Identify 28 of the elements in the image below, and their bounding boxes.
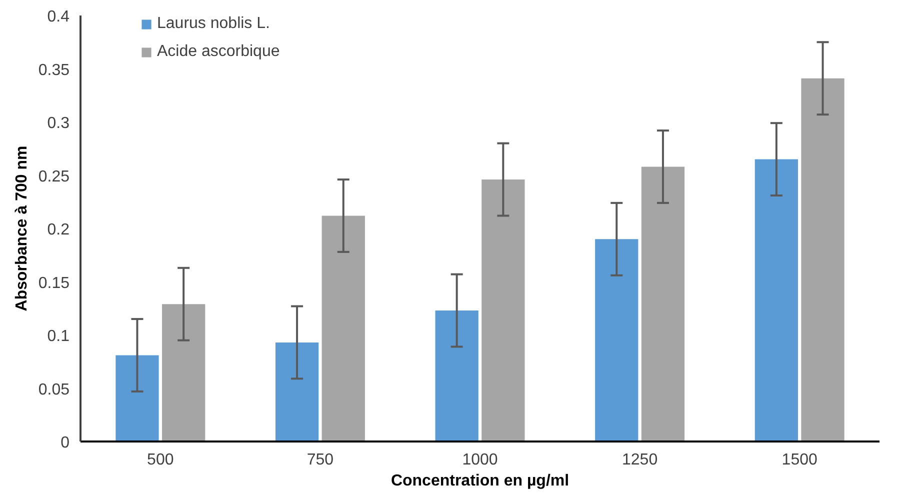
- bar: [595, 239, 638, 442]
- y-tick-label: 0.1: [47, 328, 70, 345]
- bar: [322, 216, 365, 442]
- y-tick-label: 0.4: [47, 8, 70, 26]
- y-tick-label: 0.3: [47, 115, 70, 132]
- bar: [482, 180, 525, 442]
- y-tick-label: 0.25: [38, 168, 70, 186]
- bar: [435, 310, 478, 442]
- legend-label: Acide ascorbique: [157, 43, 280, 61]
- x-tick-label: 1250: [622, 452, 658, 468]
- y-tick-label: 0.05: [38, 381, 70, 398]
- bar: [801, 78, 844, 442]
- x-tick-label: 1000: [462, 452, 498, 468]
- bar: [754, 159, 798, 442]
- x-tick-label: 750: [306, 452, 334, 468]
- y-tick-label: 0.15: [38, 274, 70, 292]
- y-axis-title: Absorbance à 700 nm: [13, 146, 30, 312]
- bar: [641, 166, 685, 442]
- y-tick-label: 0.2: [47, 222, 70, 238]
- x-tick-label: 1500: [782, 452, 818, 468]
- y-tick-label: 0: [60, 434, 70, 452]
- x-axis-title: Concentration en µg/ml: [390, 472, 570, 490]
- bar: [116, 355, 159, 442]
- x-tick-label: 500: [147, 452, 174, 468]
- y-tick-label: 0.35: [38, 62, 70, 79]
- bar: [275, 342, 319, 442]
- bar: [162, 304, 206, 442]
- legend-label: Laurus noblis L.: [157, 15, 270, 33]
